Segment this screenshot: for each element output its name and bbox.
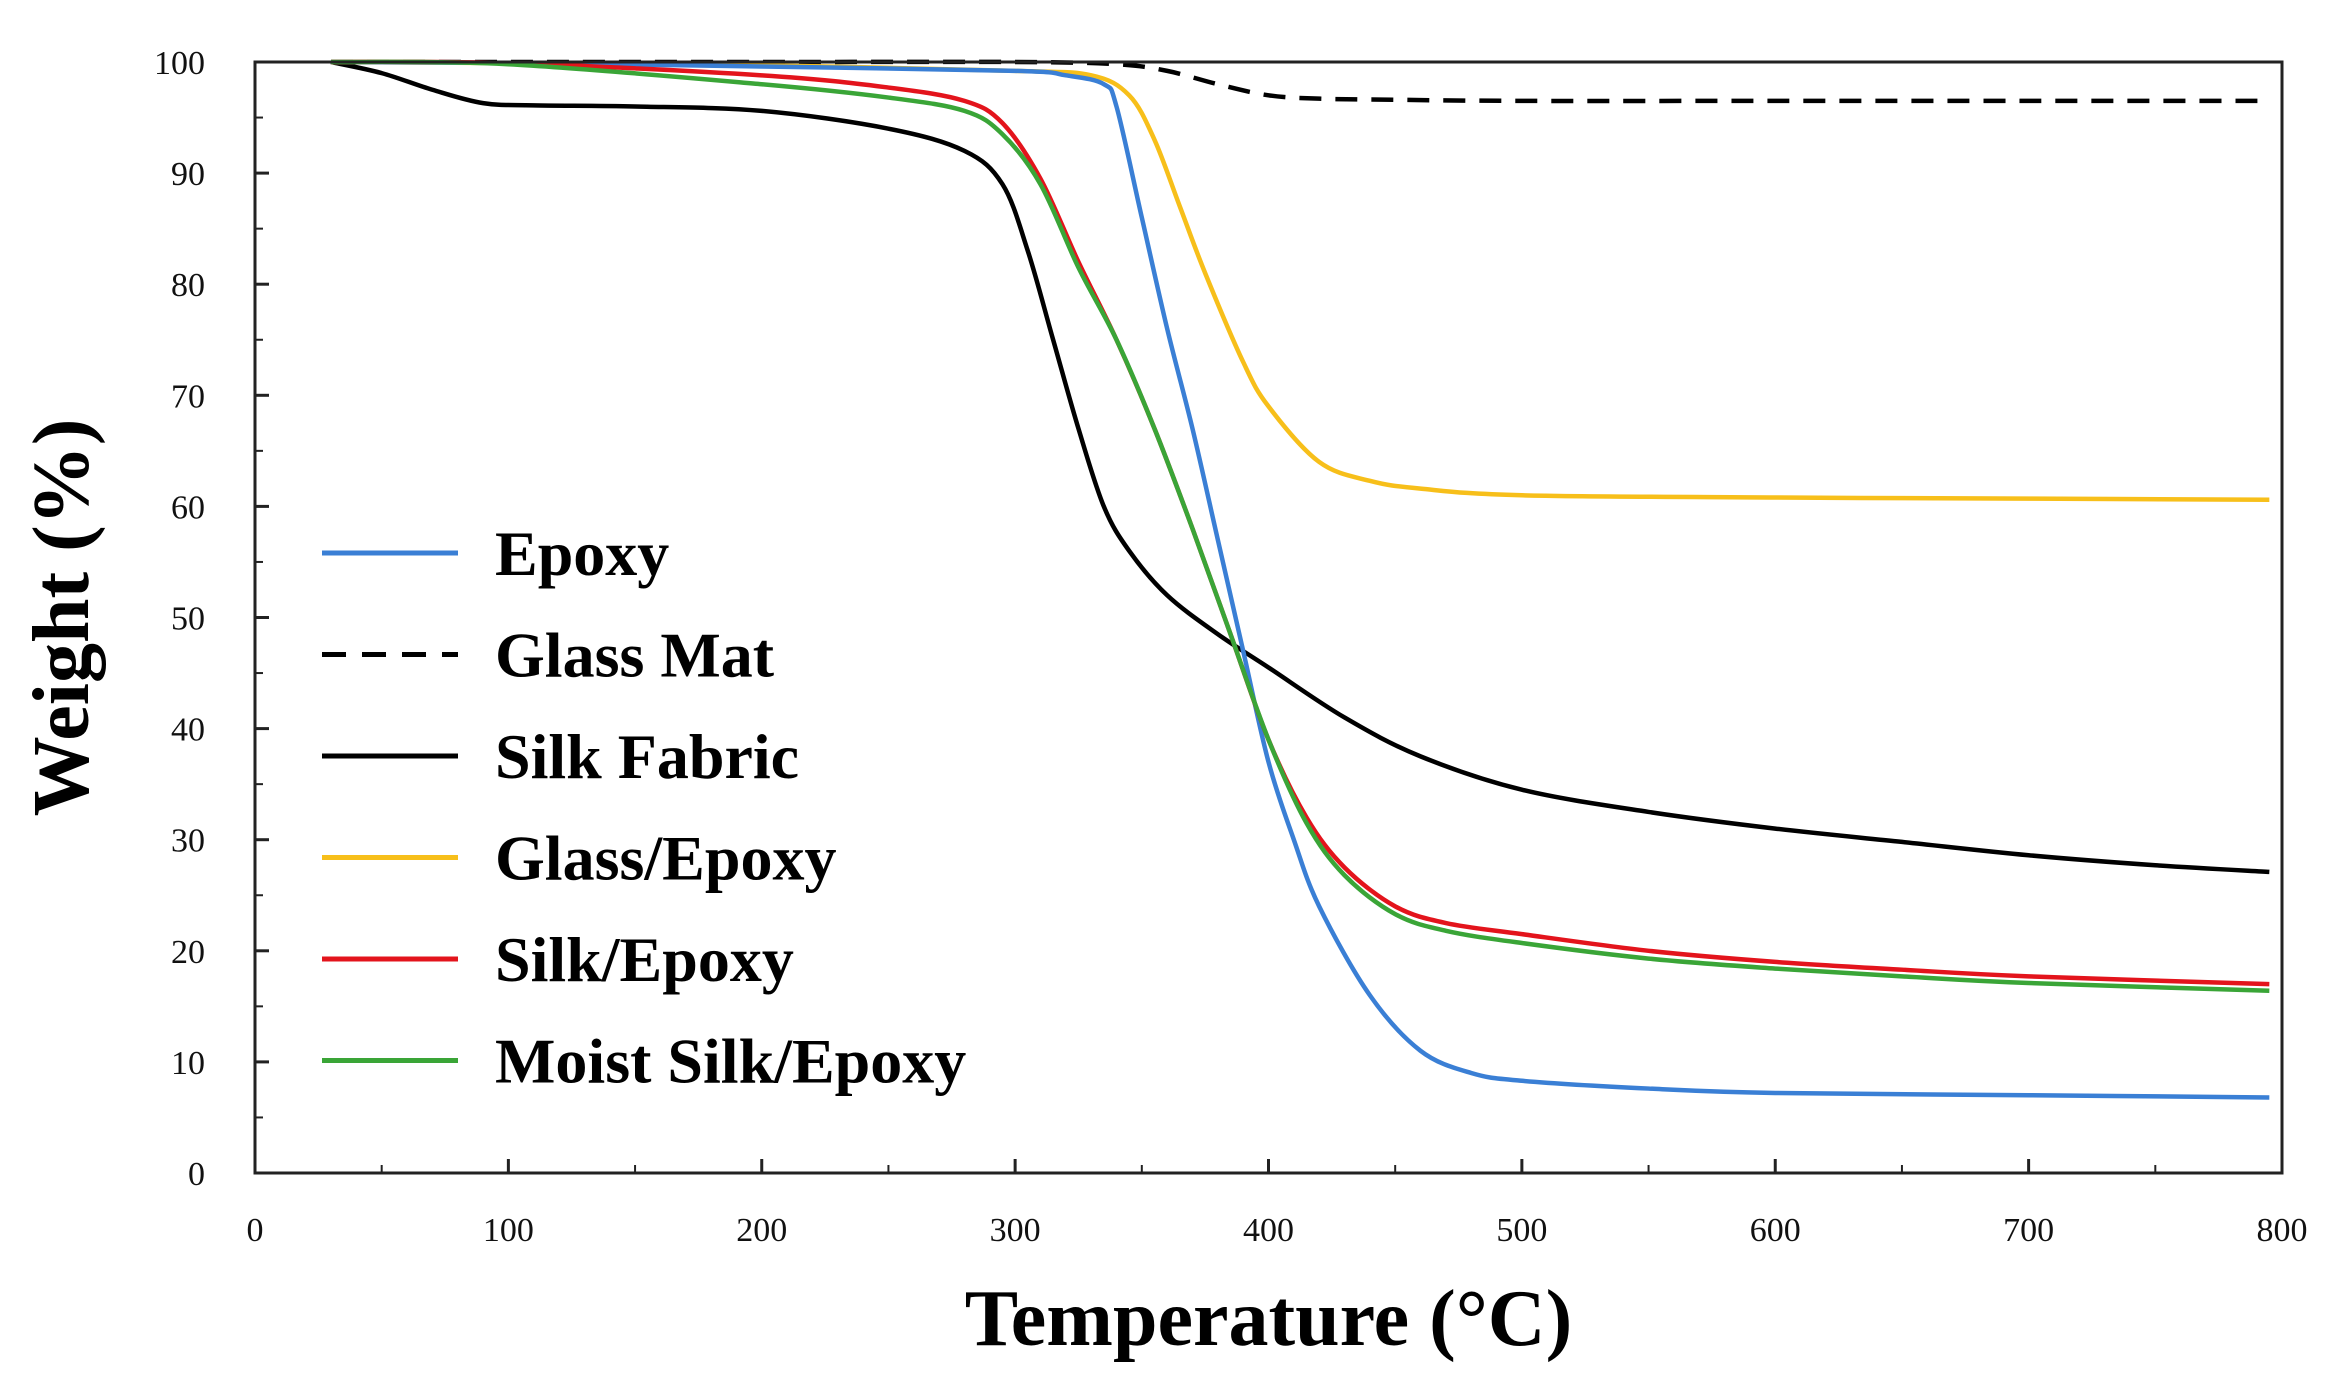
x-tick-label: 100 — [483, 1212, 534, 1249]
x-tick-label: 300 — [990, 1212, 1041, 1249]
plot-frame — [253, 60, 2284, 1175]
y-tick-label: 60 — [171, 489, 205, 526]
legend-label-glass-mat: Glass Mat — [495, 620, 775, 691]
y-tick-label: 10 — [171, 1045, 205, 1082]
series-line-glass-epoxy — [330, 59, 2270, 502]
x-tick-label: 400 — [1243, 1212, 1294, 1249]
legend-label-glass-epoxy: Glass/Epoxy — [495, 823, 836, 894]
series-line-glass-mat — [331, 59, 2270, 104]
x-tick-label: 800 — [2257, 1212, 2308, 1249]
series-line-epoxy — [330, 59, 2270, 1100]
series-line-moist-silk-epoxy — [330, 59, 2270, 994]
series-layer — [330, 59, 2270, 1100]
y-tick-label: 40 — [171, 712, 205, 749]
y-tick-label: 50 — [171, 601, 205, 638]
legend-label-epoxy: Epoxy — [495, 518, 669, 589]
y-tick-label: 90 — [171, 156, 205, 193]
x-tick-label: 0 — [247, 1212, 264, 1249]
x-tick-label: 500 — [1496, 1212, 1547, 1249]
y-tick-label: 30 — [171, 823, 205, 860]
y-tick-label: 100 — [154, 45, 205, 82]
legend-label-silk-fabric: Silk Fabric — [495, 721, 799, 792]
legend-label-silk-epoxy: Silk/Epoxy — [495, 924, 794, 995]
legend-label-moist-silk-epoxy: Moist Silk/Epoxy — [495, 1026, 966, 1097]
legend: Epoxy Glass Mat Silk Fabric Glass/Epoxy Silk… — [322, 518, 966, 1097]
y-tick-label: 20 — [171, 934, 205, 971]
x-tick-label: 600 — [1750, 1212, 1801, 1249]
y-tick-label: 70 — [171, 378, 205, 415]
y-tick-label: 0 — [188, 1156, 205, 1193]
x-tick-label: 200 — [736, 1212, 787, 1249]
ticks-layer: 0 100 200 300 400 500 600 700 800 0 10 20 30 40 50 60 70… — [154, 45, 2308, 1249]
y-tick-label: 80 — [171, 267, 205, 304]
x-tick-label: 700 — [2003, 1212, 2054, 1249]
x-axis-title: Temperature (°C) — [965, 1275, 1572, 1363]
y-axis-title: Weight (%) — [18, 419, 106, 817]
series-line-silk-fabric — [330, 59, 2270, 875]
